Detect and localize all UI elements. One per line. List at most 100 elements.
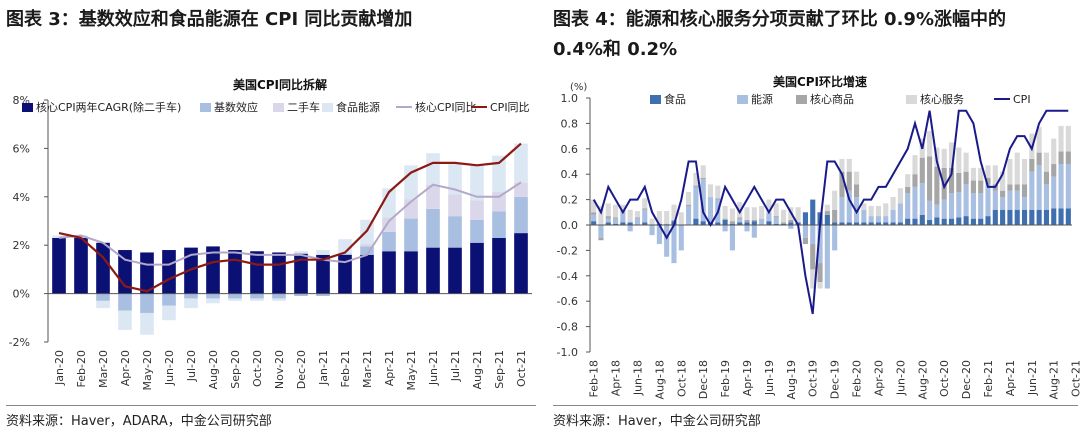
bar-segment — [634, 217, 641, 219]
bar-segment — [620, 222, 626, 225]
bar-segment — [839, 158, 845, 172]
bar-segment — [737, 217, 743, 219]
bar-segment — [846, 171, 852, 191]
bar-segment — [404, 218, 418, 252]
bar-segment — [948, 142, 955, 168]
bar-segment — [970, 167, 976, 181]
bar-segment — [832, 209, 838, 223]
bar-segment — [1021, 197, 1028, 210]
bar-segment — [228, 293, 242, 299]
bar-segment — [686, 204, 692, 206]
bar-segment — [722, 218, 728, 220]
x-tick-label: Aug-21 — [1048, 360, 1061, 399]
bar-segment — [316, 254, 330, 294]
x-tick-label: Feb-21 — [982, 360, 995, 397]
bar-segment — [802, 212, 808, 225]
legend-label: CPI同比 — [490, 101, 530, 114]
bar-segment — [722, 225, 728, 232]
bar-segment — [707, 184, 714, 198]
bar-segment — [664, 223, 670, 225]
bar-segment — [360, 243, 374, 247]
bar-segment — [927, 156, 933, 201]
bar-segment — [802, 225, 808, 238]
bar-segment — [206, 293, 220, 299]
left-source: 资料来源：Haver，ADARA，中金公司研究部 — [6, 414, 272, 429]
bar-segment — [912, 174, 918, 187]
bar-segment — [759, 218, 765, 225]
bar-segment — [846, 222, 852, 225]
x-tick-label: Dec-20 — [960, 360, 973, 399]
bar-segment — [868, 216, 874, 223]
x-tick-label: Jun-21 — [427, 350, 440, 386]
bar-segment — [861, 222, 867, 225]
bar-segment — [722, 219, 728, 225]
bar-segment — [1043, 152, 1049, 172]
bar-segment — [591, 214, 597, 222]
bar-segment — [613, 218, 619, 224]
bar-segment — [824, 214, 830, 225]
x-tick-label: Aug-21 — [471, 350, 484, 389]
y-tick-label: 0.6 — [561, 143, 579, 156]
bar-segment — [832, 222, 838, 225]
bar-segment — [1051, 208, 1057, 225]
bar-segment — [184, 298, 198, 309]
bar-segment — [810, 244, 816, 270]
bar-segment — [678, 212, 684, 225]
bar-segment — [875, 222, 882, 225]
bar-segment — [448, 216, 462, 248]
bar-segment — [184, 293, 198, 299]
y-tick-label: -0.6 — [557, 295, 578, 308]
bar-segment — [824, 211, 830, 215]
x-tick-label: Jul-20 — [185, 350, 198, 382]
x-tick-label: Jan-20 — [53, 350, 66, 386]
bar-segment — [759, 205, 765, 219]
legend-label: 能源 — [751, 92, 773, 106]
x-tick-label: Jun-19 — [763, 360, 776, 396]
series-line — [58, 181, 522, 266]
bar-segment — [664, 225, 670, 257]
bar-segment — [956, 217, 962, 225]
bar-segment — [927, 219, 933, 225]
bar-segment — [978, 167, 984, 181]
chart-title: 美国CPI环比增速 — [773, 74, 867, 89]
bar-segment — [634, 211, 641, 218]
bar-segment — [963, 152, 969, 172]
x-tick-label: Mar-20 — [97, 350, 110, 388]
bar-segment — [912, 155, 918, 175]
x-tick-label: Oct-18 — [675, 360, 688, 397]
bar-segment — [591, 221, 597, 225]
bar-segment — [162, 293, 176, 306]
bar-segment — [1000, 197, 1006, 210]
bar-segment — [671, 204, 677, 220]
bar-segment — [839, 171, 845, 198]
bar-segment — [854, 184, 860, 198]
bar-segment — [118, 310, 132, 330]
x-tick-label: Feb-19 — [719, 360, 732, 397]
bar-segment — [868, 222, 874, 225]
bar-segment — [766, 212, 772, 222]
chart-title: 美国CPI同比拆解 — [233, 77, 327, 92]
bar-segment — [927, 200, 933, 220]
bar-segment — [773, 203, 779, 217]
left-figure-title: 图表 3：基数效应和食品能源在 CPI 同比贡献增加 — [6, 9, 413, 30]
bar-segment — [780, 209, 787, 223]
bar-segment — [970, 193, 976, 219]
bar-segment — [868, 205, 874, 217]
bar-segment — [890, 222, 896, 225]
bar-segment — [642, 208, 648, 210]
x-tick-label: Oct-20 — [251, 350, 264, 387]
bar-segment — [985, 184, 991, 217]
bar-segment — [897, 222, 903, 225]
x-tick-label: Sep-21 — [493, 350, 506, 389]
bar-segment — [883, 222, 889, 225]
bar-segment — [1051, 176, 1057, 209]
y-tick-label: 6% — [13, 142, 30, 155]
bar-segment — [817, 225, 823, 264]
bar-segment — [992, 209, 998, 225]
bar-segment — [448, 194, 462, 217]
x-tick-label: Apr-21 — [1004, 360, 1017, 396]
bar-segment — [96, 293, 110, 301]
bar-segment — [1007, 190, 1013, 210]
x-tick-label: May-21 — [405, 350, 418, 391]
x-tick-label: Jun-18 — [631, 360, 644, 396]
